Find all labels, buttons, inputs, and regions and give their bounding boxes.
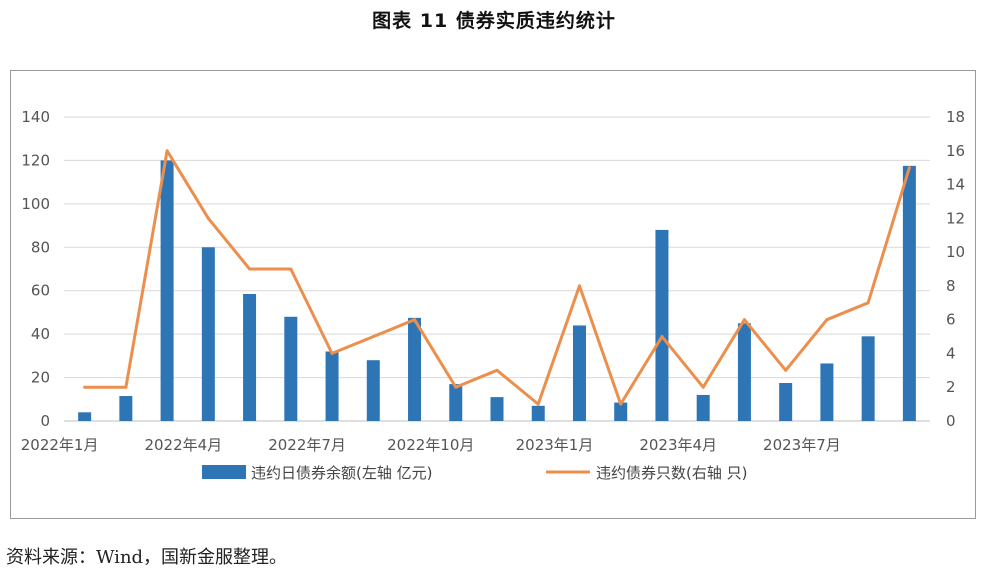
line-point (536, 402, 540, 406)
x-axis-tick-label: 2023年4月 (639, 436, 717, 454)
chart-frame (10, 70, 976, 519)
right-axis-tick-label: 14 (946, 176, 965, 194)
legend-bar-swatch (202, 465, 246, 479)
bar (861, 336, 875, 421)
gridlines (64, 116, 930, 422)
bar (737, 323, 751, 421)
x-axis-tick-label: 2022年10月 (387, 436, 474, 454)
line-point (742, 318, 746, 322)
bar (449, 384, 463, 421)
line-point (124, 385, 128, 389)
x-axis-tick-label: 2022年7月 (268, 436, 346, 454)
x-axis-ticks: 2022年1月 2022年4月 2022年7月 2022年10月 2023年1月 2023… (21, 436, 841, 454)
line-point (577, 284, 581, 288)
x-axis-tick-label: 2023年7月 (763, 436, 841, 454)
bar (201, 247, 215, 421)
left-axis-tick-label: 100 (21, 195, 50, 213)
line-point (83, 385, 87, 389)
x-axis-tick-label: 2022年1月 (21, 436, 99, 454)
bar (119, 396, 133, 421)
right-axis-tick-label: 8 (946, 277, 956, 295)
line-point (248, 267, 252, 271)
left-axis-tick-label: 40 (31, 325, 50, 343)
line-point (289, 267, 293, 271)
bar (490, 397, 504, 421)
line-point (495, 368, 499, 372)
left-axis-tick-label: 0 (40, 412, 50, 430)
bar (78, 412, 92, 421)
line-point (701, 385, 705, 389)
bar (531, 405, 545, 421)
bar (160, 160, 174, 421)
left-axis-tick-label: 140 (21, 108, 50, 126)
line-series (83, 149, 911, 406)
bar (408, 317, 422, 421)
right-axis-tick-label: 16 (946, 142, 965, 160)
right-axis-tick-label: 0 (946, 412, 956, 430)
figure-title: 图表 11 债券实质违约统计 (372, 10, 616, 32)
bar (325, 351, 339, 421)
line-point (660, 335, 664, 339)
bar (696, 394, 710, 421)
right-axis-tick-label: 12 (946, 209, 965, 227)
bar (820, 363, 834, 421)
bar (902, 165, 916, 421)
line-point (165, 149, 169, 153)
line-point (413, 318, 417, 322)
line-point (206, 216, 210, 220)
right-axis-tick-label: 2 (946, 378, 956, 396)
legend-line-label: 违约债券只数(右轴 只) (596, 464, 747, 482)
right-axis-tick-label: 4 (946, 344, 956, 362)
left-axis-tick-label: 80 (31, 238, 50, 256)
right-axis-tick-label: 18 (946, 108, 965, 126)
bar (366, 360, 380, 421)
left-axis-tick-label: 60 (31, 282, 50, 300)
line-point (866, 301, 870, 305)
right-axis-tick-label: 10 (946, 243, 965, 261)
bar-series (78, 160, 916, 421)
legend-bar-label: 违约日债券余额(左轴 亿元) (251, 464, 432, 482)
left-axis-ticks: 0 20 40 60 80 100 120 140 (21, 108, 50, 430)
bar (243, 293, 257, 421)
bar (655, 229, 669, 421)
legend: 违约日债券余额(左轴 亿元) 违约债券只数(右轴 只) (202, 464, 747, 482)
line-point (330, 351, 334, 355)
x-axis-tick-label: 2023年1月 (516, 436, 594, 454)
source-note: 资料来源：Wind，国新金服整理。 (6, 547, 288, 568)
left-axis-tick-label: 20 (31, 369, 50, 387)
bar (572, 325, 586, 421)
line-point (454, 385, 458, 389)
right-axis-ticks: 0 2 4 6 8 10 12 14 16 18 (946, 108, 965, 430)
line-point (371, 335, 375, 339)
bar (284, 316, 298, 421)
x-axis-tick-label: 2022年4月 (144, 436, 222, 454)
left-axis-tick-label: 120 (21, 151, 50, 169)
line-point (825, 318, 829, 322)
line-point (907, 166, 911, 170)
bar (779, 383, 793, 421)
right-axis-tick-label: 6 (946, 311, 956, 329)
bar (614, 402, 628, 421)
line-point (784, 368, 788, 372)
line-point (619, 402, 623, 406)
